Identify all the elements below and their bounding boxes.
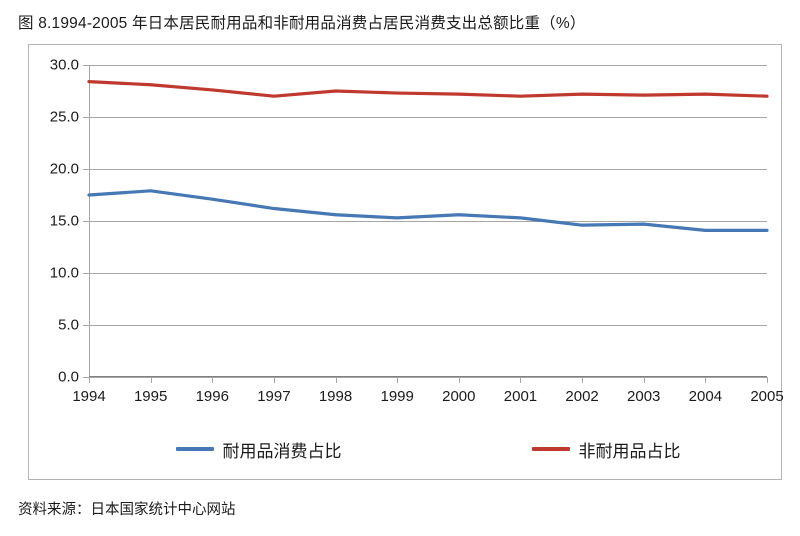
x-tick-label: 1998 [318, 388, 353, 405]
x-tick-label: 1995 [133, 388, 168, 405]
x-tick-mark [273, 377, 275, 383]
x-tick-label: 2005 [750, 388, 784, 405]
x-tick-mark [643, 377, 645, 383]
x-tick-label: 1997 [257, 388, 291, 405]
x-tick-mark [335, 377, 337, 383]
y-tick-label: 30.0 [49, 56, 79, 74]
y-tick-mark [83, 169, 89, 170]
gridline [89, 65, 767, 66]
y-tick-label: 10.0 [49, 264, 79, 282]
y-tick-mark [83, 273, 89, 274]
chart-frame: 0.0 5.0 10.0 15.0 20.0 25.0 30.0 1994 1995 1996 1… [28, 44, 784, 480]
x-tick-mark [458, 377, 460, 383]
gridline [89, 377, 767, 378]
x-tick-label: 2004 [688, 388, 723, 405]
y-tick-label: 0.0 [58, 368, 79, 386]
y-tick-mark [83, 325, 89, 326]
y-tick-label: 20.0 [49, 160, 79, 178]
x-tick-mark [212, 377, 214, 383]
y-tick-label: 5.0 [58, 316, 79, 334]
legend-item-nondurable[interactable]: 非耐用品占比 [531, 437, 681, 462]
x-tick-label: 1994 [72, 388, 106, 405]
y-tick-mark [83, 65, 89, 66]
x-tick-mark [150, 377, 152, 383]
legend-label-nondurable: 非耐用品占比 [578, 441, 681, 461]
x-tick-label: 2003 [627, 388, 661, 405]
gridline [89, 169, 767, 170]
x-axis-line [89, 376, 767, 377]
x-tick-label: 1996 [195, 388, 229, 405]
x-tick-mark [520, 377, 522, 383]
y-tick-label: 25.0 [49, 108, 79, 126]
series-line-durable [87, 189, 769, 232]
legend-item-durable[interactable]: 耐用品消费占比 [175, 437, 342, 462]
x-tick-mark [582, 377, 584, 383]
gridline [89, 273, 767, 274]
y-tick-mark [83, 221, 89, 222]
plot-area: 0.0 5.0 10.0 15.0 20.0 25.0 30.0 1994 1995 1996 1… [50, 57, 784, 406]
chart-legend: 耐用品消费占比 非耐用品占比 [89, 429, 767, 469]
y-tick-mark [83, 377, 89, 378]
x-tick-mark [397, 377, 399, 383]
x-tick-mark [89, 377, 90, 383]
x-tick-mark [705, 377, 707, 383]
page-title: 图 8.1994-2005 年日本居民耐用品和非耐用品消费占居民消费支出总额比重… [18, 15, 586, 32]
source-note: 资料来源：日本国家统计中心网站 [18, 502, 236, 518]
gridline [89, 117, 767, 118]
gridline [89, 221, 767, 222]
x-tick-label: 2001 [503, 388, 538, 405]
legend-swatch-nondurable [531, 447, 570, 451]
legend-label-durable: 耐用品消费占比 [222, 441, 342, 461]
y-tick-label: 15.0 [49, 212, 79, 230]
series-lines [87, 80, 769, 232]
legend-swatch-durable [175, 447, 214, 451]
x-tick-mark [767, 377, 768, 383]
x-tick-label: 2000 [442, 388, 476, 405]
y-tick-mark [83, 117, 89, 118]
x-tick-label: 1999 [380, 388, 414, 405]
gridline [89, 325, 767, 326]
x-tick-label: 2002 [565, 388, 599, 405]
series-line-nondurable [87, 80, 769, 98]
